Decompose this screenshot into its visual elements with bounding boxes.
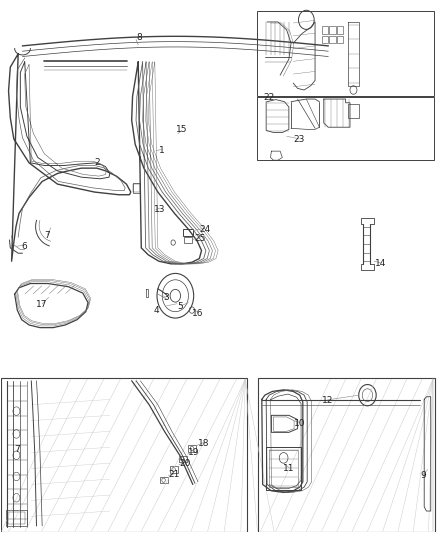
Bar bbox=[337, 26, 343, 34]
Text: 8: 8 bbox=[137, 34, 142, 43]
Bar bbox=[348, 104, 359, 118]
Bar bbox=[258, 98, 434, 160]
Bar bbox=[321, 36, 328, 43]
Text: 10: 10 bbox=[294, 419, 306, 428]
Bar bbox=[258, 11, 434, 96]
Text: 18: 18 bbox=[198, 439, 209, 448]
Text: 2: 2 bbox=[94, 158, 99, 167]
Bar bbox=[329, 36, 336, 43]
Bar bbox=[329, 26, 336, 34]
Bar bbox=[6, 510, 27, 526]
Text: 4: 4 bbox=[153, 305, 159, 314]
Text: 15: 15 bbox=[176, 125, 187, 134]
Bar bbox=[337, 36, 343, 43]
Text: 9: 9 bbox=[420, 471, 426, 480]
Bar bbox=[8, 512, 25, 524]
Text: 23: 23 bbox=[293, 135, 305, 144]
Bar bbox=[1, 378, 247, 532]
Text: 3: 3 bbox=[163, 293, 169, 302]
Text: 6: 6 bbox=[21, 242, 27, 251]
Text: 24: 24 bbox=[199, 225, 210, 234]
Text: 19: 19 bbox=[188, 448, 200, 457]
Text: 7: 7 bbox=[45, 231, 50, 240]
Text: 13: 13 bbox=[154, 205, 166, 214]
Text: 16: 16 bbox=[192, 309, 204, 318]
Bar bbox=[134, 183, 140, 192]
Bar bbox=[183, 229, 193, 236]
Bar bbox=[258, 378, 435, 532]
Text: 1: 1 bbox=[159, 146, 164, 155]
Text: 5: 5 bbox=[177, 302, 183, 311]
Text: 20: 20 bbox=[179, 459, 191, 467]
Bar bbox=[188, 445, 196, 451]
Text: 21: 21 bbox=[169, 471, 180, 479]
Text: 11: 11 bbox=[283, 464, 295, 473]
Bar bbox=[170, 466, 178, 473]
Text: 14: 14 bbox=[375, 260, 386, 268]
Text: 7: 7 bbox=[14, 446, 20, 455]
Bar bbox=[179, 456, 187, 462]
Text: 17: 17 bbox=[36, 300, 48, 309]
Text: 12: 12 bbox=[321, 397, 333, 406]
Text: 25: 25 bbox=[194, 234, 206, 243]
Bar bbox=[133, 182, 141, 193]
Text: 22: 22 bbox=[264, 93, 275, 102]
Bar bbox=[160, 477, 168, 483]
Bar bbox=[321, 26, 328, 34]
Bar bbox=[184, 237, 192, 243]
